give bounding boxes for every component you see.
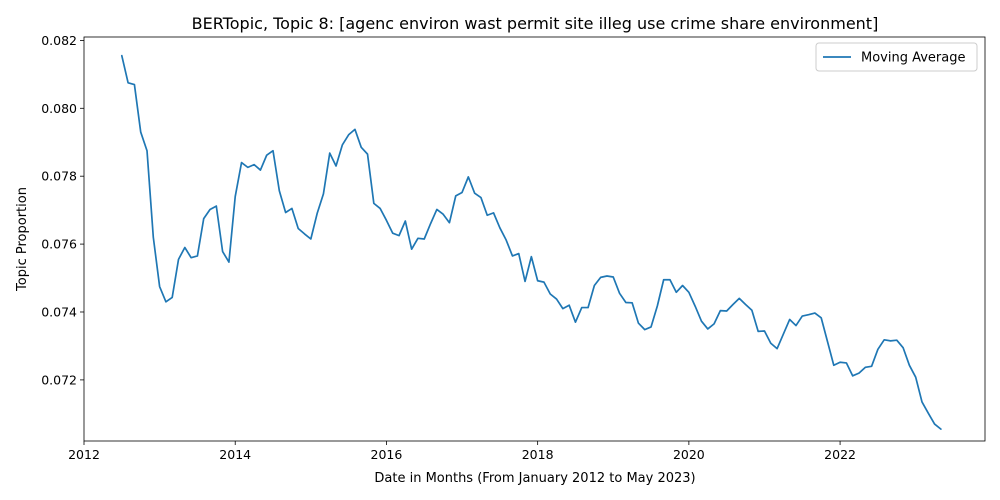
x-tick-label: 2012 (68, 447, 100, 462)
plot-frame (83, 36, 986, 442)
x-tick-label: 2014 (219, 447, 251, 462)
x-tick-label: 2020 (673, 447, 705, 462)
y-axis-title: Topic Proportion (15, 187, 30, 292)
y-tick-label: 0.078 (41, 169, 77, 184)
x-axis-title: Date in Months (From January 2012 to May… (374, 471, 695, 486)
chart-title: BERTopic, Topic 8: [agenc environ wast p… (192, 14, 879, 33)
x-tick-label: 2016 (371, 447, 403, 462)
y-axis: 0.072 0.074 0.076 0.078 0.080 0.082 (41, 33, 84, 387)
legend-label: Moving Average (861, 51, 965, 66)
x-tick-label: 2022 (824, 447, 856, 462)
y-tick-label: 0.076 (41, 237, 77, 252)
legend: Moving Average (815, 42, 978, 72)
y-tick-label: 0.074 (41, 304, 77, 319)
series-line-0 (120, 54, 942, 430)
y-tick-label: 0.082 (41, 33, 77, 48)
x-axis: 2012 2014 2016 2018 2020 2022 (68, 441, 856, 462)
plot-area (83, 36, 986, 442)
y-tick-label: 0.080 (41, 101, 77, 116)
x-tick-label: 2018 (522, 447, 554, 462)
line-layer (120, 54, 942, 430)
legend-box (815, 42, 978, 72)
y-tick-label: 0.072 (41, 372, 77, 387)
